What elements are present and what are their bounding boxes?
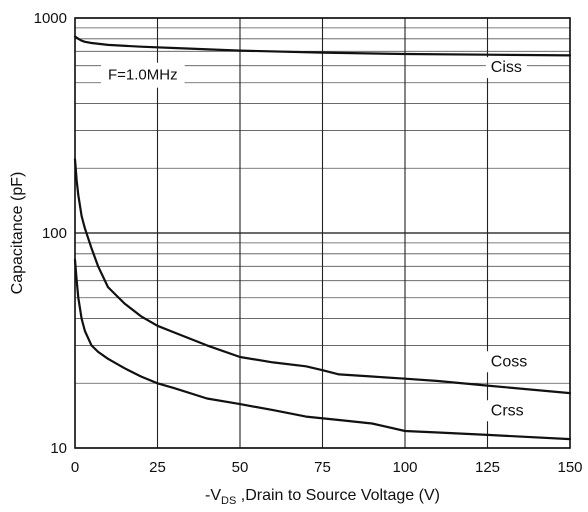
series-label-background	[485, 400, 529, 422]
x-tick-label: 100	[392, 459, 417, 476]
plot-frame	[74, 17, 571, 449]
series-label-background	[485, 57, 527, 79]
series-label-crss: Crss	[491, 402, 524, 419]
series-line-crss	[73, 258, 572, 441]
x-tick-label: 150	[557, 459, 582, 476]
y-tick-label: 10	[50, 440, 67, 457]
series-label-coss: Coss	[491, 353, 527, 370]
x-axis-title: -VDS ,Drain to Source Voltage (V)	[205, 487, 440, 507]
annotation-text: F=1.0MHz	[108, 67, 178, 84]
annotation-background	[101, 62, 185, 88]
series-label-background	[485, 351, 533, 373]
series-line-ciss	[73, 35, 572, 57]
y-axis-title: Capacitance (pF)	[9, 172, 26, 295]
series-layer	[73, 35, 572, 441]
y-tick-label: 1000	[34, 10, 67, 27]
x-tick-label: 125	[475, 459, 500, 476]
x-tick-label: 0	[71, 459, 79, 476]
x-axis-title-suffix: ,Drain to Source Voltage (V)	[236, 487, 440, 504]
series-labels: Ciss Coss Crss	[485, 57, 533, 422]
x-tick-label: 25	[149, 459, 166, 476]
x-axis-title-subscript: DS	[221, 495, 236, 507]
series-line-coss	[73, 158, 572, 395]
x-tick-label: 50	[232, 459, 249, 476]
series-label-ciss: Ciss	[491, 59, 522, 76]
tick-labels: 0 25 50 75 100 125 150 10 100 1000	[34, 10, 583, 476]
annotation-box: F=1.0MHz	[101, 62, 185, 88]
y-tick-label: 100	[42, 225, 67, 242]
x-axis-title-prefix: -V	[205, 487, 221, 504]
x-tick-label: 75	[314, 459, 331, 476]
